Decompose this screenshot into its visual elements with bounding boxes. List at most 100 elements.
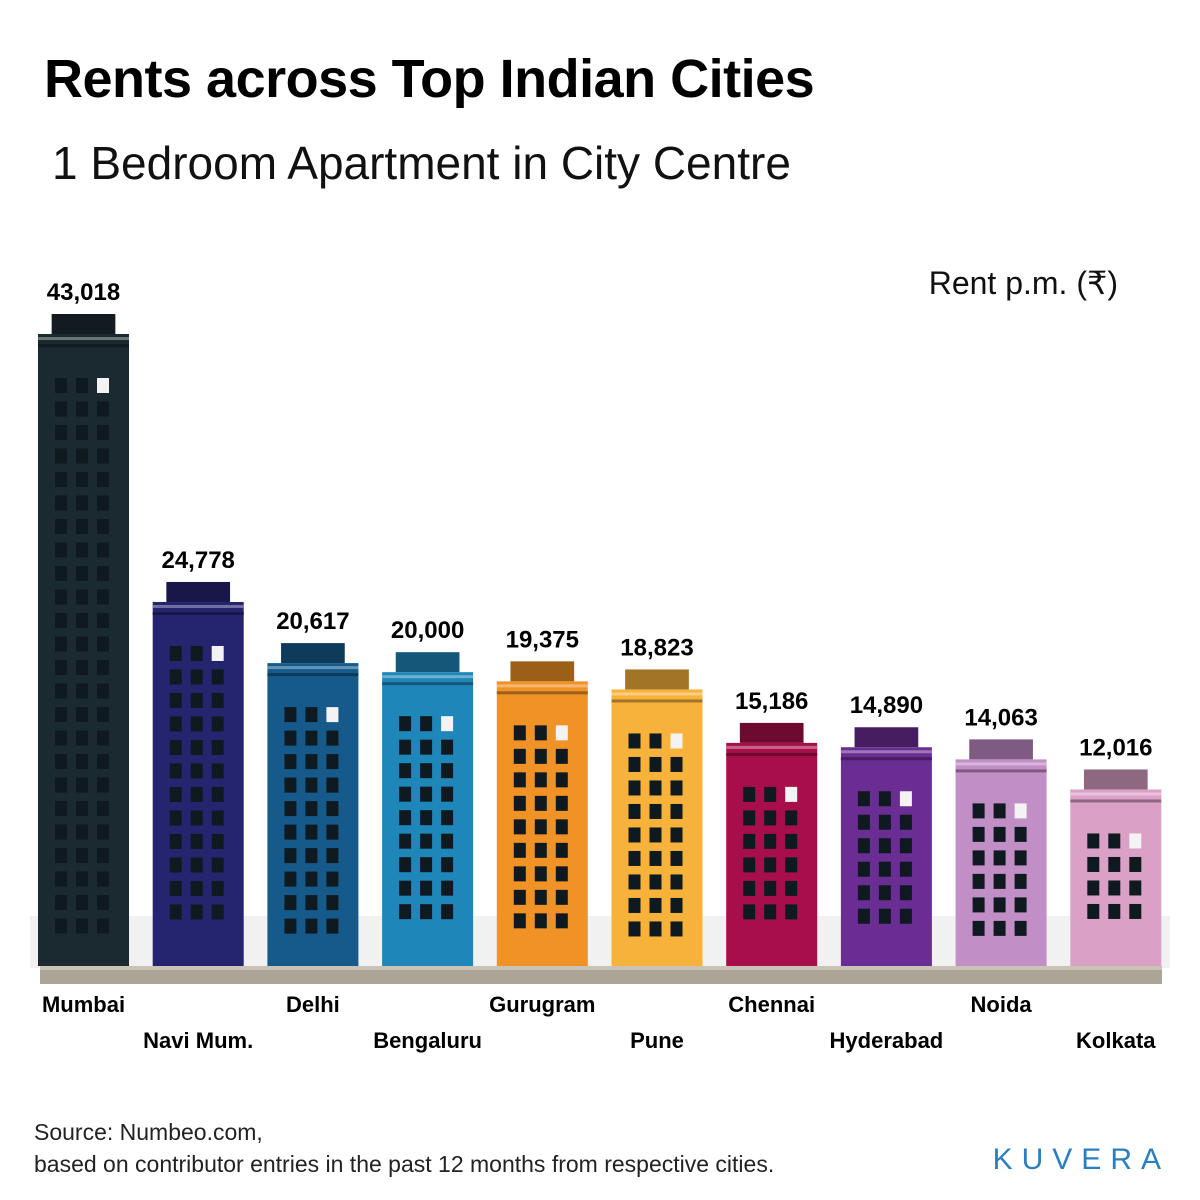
window	[764, 810, 777, 826]
bar-trim	[726, 745, 818, 749]
window	[326, 801, 339, 817]
bar-roof	[969, 739, 1033, 760]
window	[1129, 856, 1142, 872]
window	[305, 777, 318, 793]
data-label: 12,016	[1079, 734, 1152, 761]
bar-trim	[840, 750, 932, 754]
window	[899, 885, 912, 901]
bar-trim	[152, 604, 244, 608]
bar-trim	[267, 666, 359, 670]
bar-roof	[510, 661, 575, 682]
window	[55, 683, 67, 699]
window	[555, 795, 568, 811]
bar-trim	[840, 757, 932, 761]
building-bar	[840, 727, 932, 966]
data-label: 18,823	[620, 634, 693, 661]
window	[169, 857, 182, 873]
window	[1014, 920, 1027, 936]
window	[76, 683, 88, 699]
window	[169, 716, 182, 732]
window	[857, 814, 870, 830]
window	[284, 871, 297, 887]
category-label: Pune	[630, 1028, 684, 1053]
window	[211, 739, 224, 755]
window	[169, 645, 182, 661]
window	[76, 824, 88, 840]
bar-roof	[625, 669, 689, 690]
window	[420, 904, 433, 920]
building-bar	[496, 661, 588, 966]
bar-trim	[38, 344, 129, 347]
window	[305, 918, 318, 934]
window	[743, 786, 756, 802]
data-label: 14,063	[964, 704, 1037, 731]
window	[441, 880, 454, 896]
window	[326, 730, 339, 746]
window	[190, 833, 203, 849]
chart-subtitle: 1 Bedroom Apartment in City Centre	[52, 137, 791, 189]
window	[55, 378, 67, 393]
building-bar	[955, 739, 1047, 966]
window	[97, 519, 109, 534]
window	[190, 904, 203, 920]
bar-trim	[726, 752, 818, 756]
window	[899, 861, 912, 877]
bar-trim	[496, 691, 588, 695]
window	[169, 786, 182, 802]
chart-title: Rents across Top Indian Cities	[44, 49, 815, 109]
window	[628, 897, 641, 913]
lit-window	[899, 791, 912, 807]
window	[190, 786, 203, 802]
window	[420, 786, 433, 802]
category-label: Chennai	[728, 992, 815, 1017]
window	[1014, 826, 1027, 842]
lit-window	[211, 645, 224, 661]
category-label: Noida	[971, 992, 1033, 1017]
window	[972, 920, 985, 936]
window	[211, 786, 224, 802]
window	[899, 838, 912, 854]
window	[97, 566, 109, 581]
window	[399, 904, 412, 920]
window	[441, 904, 454, 920]
window	[764, 857, 777, 873]
window	[326, 754, 339, 770]
window	[628, 874, 641, 890]
window	[399, 833, 412, 849]
window	[670, 921, 683, 937]
window	[76, 754, 88, 769]
window	[670, 827, 683, 843]
window	[169, 810, 182, 826]
window	[534, 772, 547, 788]
window	[76, 848, 88, 863]
window	[284, 777, 297, 793]
window	[857, 885, 870, 901]
category-label: Mumbai	[42, 992, 125, 1017]
window	[399, 716, 412, 732]
window	[76, 895, 88, 910]
window	[857, 908, 870, 924]
window	[899, 908, 912, 924]
window	[534, 748, 547, 764]
window	[1014, 850, 1027, 866]
window	[555, 913, 568, 929]
window	[305, 801, 318, 817]
window	[97, 895, 109, 910]
window	[993, 897, 1006, 913]
window	[743, 880, 756, 896]
window	[76, 519, 88, 534]
window	[55, 636, 67, 652]
window	[55, 801, 67, 816]
lit-window	[785, 786, 798, 802]
window	[190, 810, 203, 826]
window	[764, 833, 777, 849]
window	[55, 754, 67, 769]
window	[670, 756, 683, 772]
category-label: Delhi	[286, 992, 340, 1017]
window	[211, 716, 224, 732]
window	[513, 819, 526, 835]
window	[284, 707, 297, 723]
window	[649, 874, 662, 890]
data-label: 24,778	[161, 547, 234, 574]
window	[441, 739, 454, 755]
